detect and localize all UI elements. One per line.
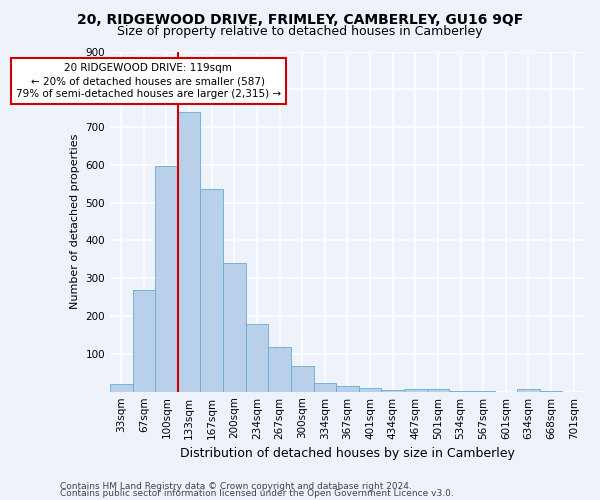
Bar [178, 112, 200, 392]
Text: Size of property relative to detached houses in Camberley: Size of property relative to detached ho… [117, 25, 483, 38]
Bar [200, 188, 223, 392]
Bar [314, 384, 336, 392]
Bar [404, 389, 427, 392]
X-axis label: Distribution of detached houses by size in Camberley: Distribution of detached houses by size … [180, 447, 515, 460]
Bar [517, 389, 540, 392]
Bar [336, 386, 359, 392]
Bar [133, 290, 155, 392]
Text: Contains HM Land Registry data © Crown copyright and database right 2024.: Contains HM Land Registry data © Crown c… [60, 482, 412, 491]
Bar [382, 390, 404, 392]
Bar [110, 384, 133, 392]
Bar [223, 263, 245, 392]
Bar [449, 390, 472, 392]
Bar [268, 347, 291, 392]
Bar [155, 166, 178, 392]
Bar [427, 389, 449, 392]
Bar [291, 366, 314, 392]
Text: 20, RIDGEWOOD DRIVE, FRIMLEY, CAMBERLEY, GU16 9QF: 20, RIDGEWOOD DRIVE, FRIMLEY, CAMBERLEY,… [77, 12, 523, 26]
Text: 20 RIDGEWOOD DRIVE: 119sqm
← 20% of detached houses are smaller (587)
79% of sem: 20 RIDGEWOOD DRIVE: 119sqm ← 20% of deta… [16, 63, 281, 99]
Y-axis label: Number of detached properties: Number of detached properties [70, 134, 80, 310]
Text: Contains public sector information licensed under the Open Government Licence v3: Contains public sector information licen… [60, 490, 454, 498]
Bar [359, 388, 382, 392]
Bar [245, 324, 268, 392]
